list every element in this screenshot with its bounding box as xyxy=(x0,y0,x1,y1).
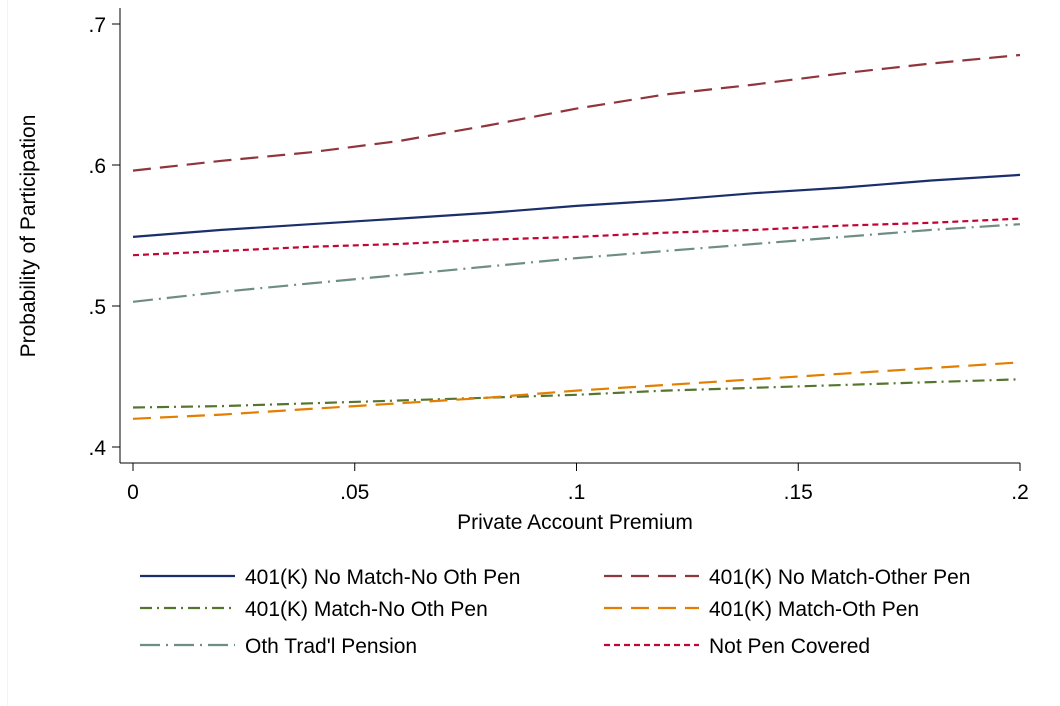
series-line-5 xyxy=(132,223,1021,303)
series-line-4 xyxy=(132,361,1021,420)
x-tick-label: .15 xyxy=(784,481,813,504)
x-tick-label: .2 xyxy=(1011,481,1029,504)
y-tick-label: .7 xyxy=(88,14,106,37)
legend-label-1: 401(K) No Match-No Oth Pen xyxy=(245,566,520,589)
x-tick-label: 0 xyxy=(127,481,139,504)
legend: 401(K) No Match-No Oth Pen 401(K) No Matc… xyxy=(140,566,970,658)
x-tick-label: .1 xyxy=(568,481,586,504)
y-tick-label: .5 xyxy=(88,296,106,319)
x-axis-title: Private Account Premium xyxy=(457,511,693,534)
x-tick-label: .05 xyxy=(340,481,369,504)
ticks: 0 .05 .1 .15 .2 .4 .5 .6 .7 xyxy=(88,14,1028,504)
series-line-1 xyxy=(132,173,1021,238)
legend-label-3: 401(K) Match-No Oth Pen xyxy=(245,598,488,621)
y-tick-label: .6 xyxy=(88,155,106,178)
plot-lines xyxy=(132,53,1021,420)
page-edge-line xyxy=(7,0,8,706)
axes xyxy=(119,8,1020,464)
series-line-3 xyxy=(132,378,1021,409)
y-axis-title: Probability of Participation xyxy=(17,115,40,358)
legend-label-4: 401(K) Match-Oth Pen xyxy=(709,598,919,621)
legend-label-2: 401(K) No Match-Other Pen xyxy=(709,566,970,589)
series-line-6 xyxy=(132,217,1021,257)
legend-label-6: Not Pen Covered xyxy=(709,635,870,658)
series-line-2 xyxy=(132,53,1021,172)
legend-label-5: Oth Trad'l Pension xyxy=(245,635,417,658)
y-tick-label: .4 xyxy=(88,437,106,460)
